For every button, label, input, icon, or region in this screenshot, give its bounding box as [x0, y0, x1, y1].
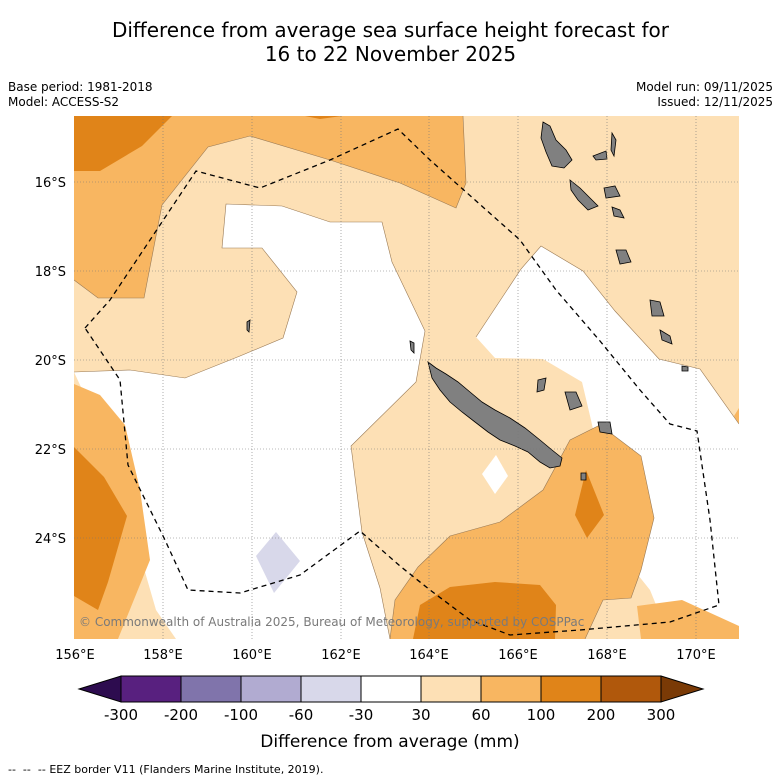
graticule	[74, 116, 739, 639]
lon-label: 156°E	[55, 648, 95, 663]
lifou-land	[564, 391, 583, 411]
vanuatu-island-c	[603, 185, 621, 199]
contour-60-100-east-sliver	[734, 408, 739, 424]
colorbar-segment	[301, 676, 361, 702]
colorbar-segment	[481, 676, 541, 702]
lat-label: 20°S	[35, 354, 66, 369]
colorbar-segment	[421, 676, 481, 702]
matthew-island-land	[580, 472, 587, 481]
lon-label: 170°E	[676, 648, 716, 663]
map-area	[74, 116, 739, 639]
contour-negative-patch	[256, 532, 300, 593]
colorbar-tick-label: 100	[527, 706, 556, 724]
map-title: Difference from average sea surface heig…	[0, 18, 781, 66]
colorbar-frame	[120, 675, 662, 703]
base-period: Base period: 1981-2018	[8, 80, 153, 94]
model-run: Model run: 09/11/2025	[635, 80, 773, 94]
colorbar-segment	[121, 676, 181, 702]
colorbar-tick-label: -60	[289, 706, 314, 724]
tanna-land	[649, 299, 665, 317]
lon-label: 164°E	[409, 648, 449, 663]
vanuatu-island-d	[610, 131, 617, 158]
vanuatu-island-f	[615, 249, 632, 265]
meta-left: Base period: 1981-2018 Model: ACCESS-S2	[8, 80, 153, 110]
colorbar: -300 -200 -100 -60 -30 30 60 100 200 300…	[77, 675, 705, 752]
contour-100-200-east	[575, 470, 604, 538]
eez-legend: -- -- -- EEZ border V11 (Flanders Marine…	[8, 763, 323, 776]
contour-100-200-west	[74, 447, 127, 610]
meta-right: Model run: 09/11/2025 Issued: 12/11/2025	[636, 80, 773, 110]
chesterfield-land	[246, 319, 251, 333]
colorbar-tick-label: 60	[471, 706, 490, 724]
lon-label: 158°E	[143, 648, 183, 663]
title-line-1: Difference from average sea surface heig…	[111, 18, 670, 42]
colorbar-tick-label: -200	[164, 706, 198, 724]
copyright-text: © Commonwealth of Australia 2025, Bureau…	[79, 615, 584, 629]
colorbar-title: Difference from average (mm)	[260, 732, 519, 752]
lon-label: 166°E	[498, 648, 538, 663]
eez-legend-line-icon: -- -- --	[8, 763, 46, 776]
contour-60-100-north	[74, 116, 466, 298]
aneityum-land	[659, 329, 673, 345]
colorbar-segment	[541, 676, 601, 702]
colorbar-tick-label: 300	[647, 706, 676, 724]
belep-land	[409, 340, 415, 354]
hunter-island-land	[681, 365, 689, 372]
contour-100-200-south	[413, 582, 556, 639]
lat-label: 16°S	[35, 176, 66, 191]
title-line-2: 16 to 22 November 2025	[264, 42, 517, 66]
contour-60-100-se	[637, 600, 739, 639]
eez-border	[84, 128, 720, 636]
model-name: Model: ACCESS-S2	[8, 95, 120, 109]
colorbar-segment	[241, 676, 301, 702]
contour-100-200-nw	[74, 116, 172, 171]
colorbar-tick-label: -30	[349, 706, 374, 724]
lat-label: 18°S	[35, 265, 66, 280]
colorbar-tick-label: -100	[224, 706, 258, 724]
eez-legend-text: EEZ border V11 (Flanders Marine Institut…	[49, 763, 324, 776]
contour-neutral-west	[74, 204, 425, 639]
lat-label: 22°S	[35, 443, 66, 458]
contour-lines	[74, 116, 739, 639]
new-caledonia-land	[427, 361, 563, 469]
mare-land	[597, 421, 613, 435]
land-masses	[246, 121, 689, 481]
issued-date: Issued: 12/11/2025	[657, 95, 773, 109]
contour-neutral-small	[482, 455, 508, 494]
lon-label: 160°E	[232, 648, 272, 663]
colorbar-segment	[601, 676, 661, 702]
vanuatu-island-b	[569, 179, 599, 211]
colorbar-tick-label: 200	[587, 706, 616, 724]
vanuatu-island-e	[611, 206, 625, 219]
lon-labels: 156°E 158°E 160°E 162°E 164°E 166°E 168°…	[55, 648, 716, 663]
ouvea-land	[536, 377, 547, 393]
lon-label: 168°E	[587, 648, 627, 663]
vanuatu-north-land	[540, 121, 573, 169]
colorbar-segment	[361, 676, 421, 702]
colorbar-tick-label: -300	[104, 706, 138, 724]
colorbar-max-extend	[660, 675, 705, 703]
colorbar-tick-label: 30	[411, 706, 430, 724]
lon-label: 162°E	[321, 648, 361, 663]
contour-100-200-n	[305, 116, 342, 119]
lat-labels: 16°S 18°S 20°S 22°S 24°S	[35, 176, 66, 547]
colorbar-min-extend	[77, 675, 122, 703]
colorbar-segment	[181, 676, 241, 702]
lat-label: 24°S	[35, 532, 66, 547]
